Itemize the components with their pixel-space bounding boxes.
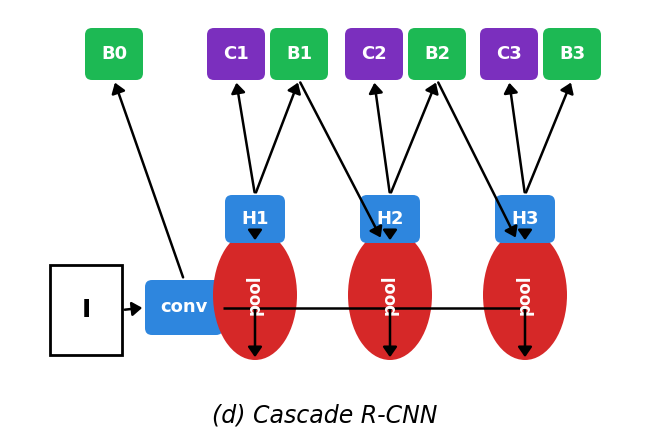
Text: pool: pool bbox=[246, 275, 264, 315]
FancyBboxPatch shape bbox=[345, 28, 403, 80]
Text: H3: H3 bbox=[511, 210, 539, 228]
Text: H2: H2 bbox=[376, 210, 404, 228]
Text: B0: B0 bbox=[101, 45, 127, 63]
FancyBboxPatch shape bbox=[270, 28, 328, 80]
FancyBboxPatch shape bbox=[360, 195, 420, 243]
Ellipse shape bbox=[213, 230, 297, 360]
Text: B3: B3 bbox=[559, 45, 585, 63]
FancyBboxPatch shape bbox=[495, 195, 555, 243]
Ellipse shape bbox=[483, 230, 567, 360]
Text: I: I bbox=[81, 298, 91, 322]
FancyBboxPatch shape bbox=[543, 28, 601, 80]
Ellipse shape bbox=[348, 230, 432, 360]
Text: B1: B1 bbox=[286, 45, 312, 63]
Text: C2: C2 bbox=[361, 45, 387, 63]
FancyBboxPatch shape bbox=[225, 195, 285, 243]
Text: C3: C3 bbox=[496, 45, 522, 63]
FancyBboxPatch shape bbox=[85, 28, 143, 80]
FancyBboxPatch shape bbox=[145, 280, 223, 335]
Bar bbox=[50, 265, 122, 355]
Text: C1: C1 bbox=[223, 45, 249, 63]
FancyBboxPatch shape bbox=[480, 28, 538, 80]
FancyBboxPatch shape bbox=[207, 28, 265, 80]
FancyBboxPatch shape bbox=[408, 28, 466, 80]
Text: (d) Cascade R-CNN: (d) Cascade R-CNN bbox=[212, 404, 437, 428]
Text: pool: pool bbox=[381, 275, 399, 315]
Text: pool: pool bbox=[516, 275, 534, 315]
Text: H1: H1 bbox=[241, 210, 269, 228]
Text: conv: conv bbox=[160, 299, 208, 316]
Text: B2: B2 bbox=[424, 45, 450, 63]
